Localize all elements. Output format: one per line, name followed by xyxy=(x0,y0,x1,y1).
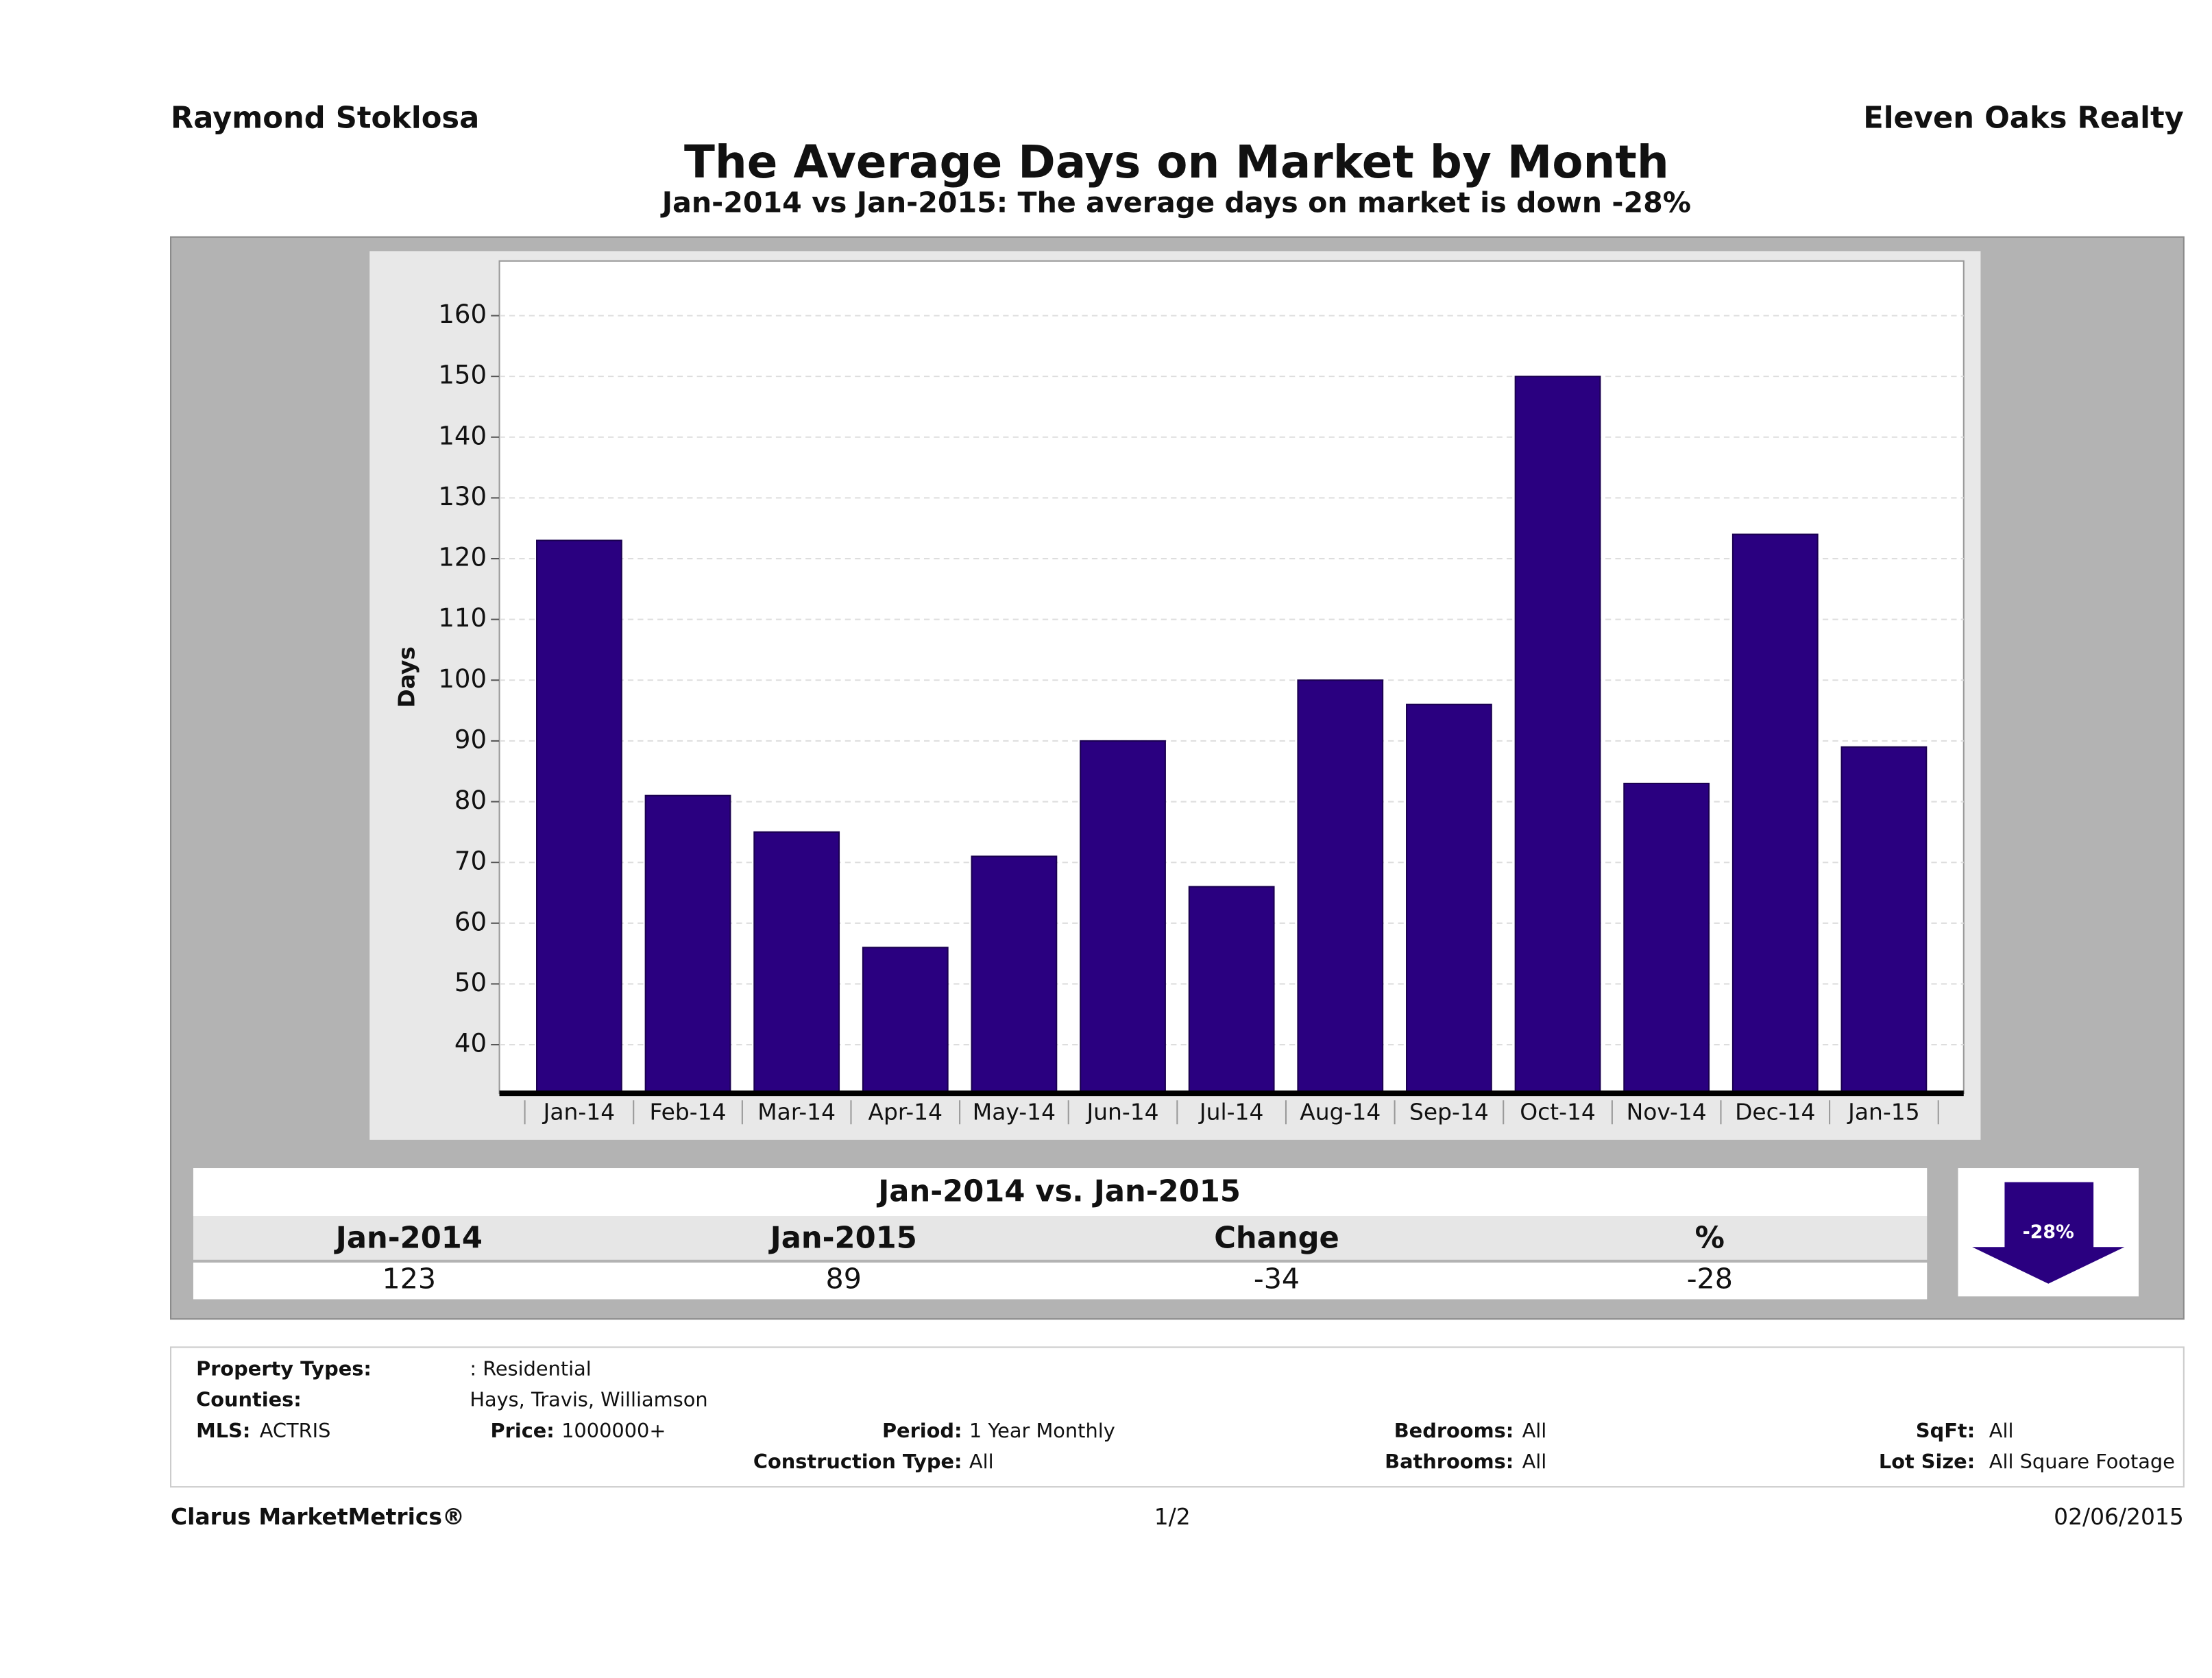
y-tick-label: 130 xyxy=(438,482,487,511)
y-tick-label: 120 xyxy=(438,543,487,572)
chart-subtitle: Jan-2014 vs Jan-2015: The average days o… xyxy=(660,186,1691,219)
summary-value-row xyxy=(193,1262,1928,1300)
bar xyxy=(1514,376,1601,1094)
filter-value: 1 Year Monthly xyxy=(969,1419,1115,1442)
bar xyxy=(1406,703,1492,1094)
footer-brand: Clarus MarketMetrics® xyxy=(171,1503,465,1530)
x-tick-label: May-14 xyxy=(973,1098,1056,1125)
x-tick-label: Feb-14 xyxy=(650,1098,727,1125)
x-tick-label: Sep-14 xyxy=(1409,1098,1489,1125)
filter-label: Period: xyxy=(882,1419,962,1442)
x-tick-label: Mar-14 xyxy=(757,1098,836,1125)
summary-header: Change xyxy=(1214,1221,1339,1255)
summary-header: Jan-2014 xyxy=(334,1221,483,1255)
bar xyxy=(644,794,731,1094)
agent-name: Raymond Stoklosa xyxy=(171,101,479,135)
filter-label: Bathrooms: xyxy=(1385,1450,1514,1473)
filters: Property Types: : Residential Counties: … xyxy=(196,1357,2175,1473)
filter-value: All xyxy=(1522,1450,1547,1473)
y-tick-label: 140 xyxy=(438,421,487,450)
x-tick-label: Jan-14 xyxy=(542,1098,615,1125)
summary-value: 123 xyxy=(382,1263,437,1296)
y-tick-label: 110 xyxy=(438,603,487,633)
x-tick-label: Dec-14 xyxy=(1735,1098,1815,1125)
y-tick-label: 40 xyxy=(454,1029,487,1058)
summary-header: % xyxy=(1695,1221,1725,1255)
x-tick-label: Oct-14 xyxy=(1520,1098,1596,1125)
x-tick-label: Jan-15 xyxy=(1847,1098,1919,1125)
x-tick-label: Aug-14 xyxy=(1300,1098,1381,1125)
summary-value: 89 xyxy=(826,1263,862,1296)
bar xyxy=(1840,746,1928,1094)
filter-value: All xyxy=(1989,1419,2014,1442)
filter-value: ACTRIS xyxy=(260,1419,331,1442)
x-tick-label: Jul-14 xyxy=(1198,1098,1263,1125)
y-tick-label: 70 xyxy=(454,847,487,876)
bar xyxy=(1080,740,1166,1094)
filter-label: Property Types: xyxy=(196,1357,372,1380)
summary-header: Jan-2015 xyxy=(768,1221,917,1255)
filter-label: Price: xyxy=(491,1419,555,1442)
bar xyxy=(1623,782,1710,1094)
x-tick-label: Nov-14 xyxy=(1627,1098,1707,1125)
y-tick-label: 50 xyxy=(454,968,487,997)
y-tick-label: 90 xyxy=(454,725,487,754)
summary-value: -28 xyxy=(1687,1263,1733,1296)
filter-label: Bedrooms: xyxy=(1394,1419,1514,1442)
filter-label: Lot Size: xyxy=(1879,1450,1975,1473)
filters-box xyxy=(170,1346,2185,1488)
summary-title: Jan-2014 vs. Jan-2015 xyxy=(876,1175,1241,1209)
y-tick-label: 80 xyxy=(454,786,487,815)
down-arrow xyxy=(1972,1182,2125,1284)
filter-value: All Square Footage xyxy=(1989,1450,2175,1473)
filter-value: 1000000+ xyxy=(561,1419,666,1442)
bar xyxy=(1188,886,1275,1094)
filter-label: SqFt: xyxy=(1916,1419,1975,1442)
summary-value: -34 xyxy=(1254,1263,1300,1296)
y-tick-label: 60 xyxy=(454,907,487,936)
page-number: 1/2 xyxy=(1154,1503,1191,1530)
filter-label: MLS: xyxy=(196,1419,250,1442)
filter-value: All xyxy=(1522,1419,1547,1442)
filter-label: Counties: xyxy=(196,1388,302,1411)
y-tick-label: 150 xyxy=(438,361,487,390)
bar xyxy=(862,947,949,1094)
y-tick-label: 160 xyxy=(438,300,487,329)
filter-label: Construction Type: xyxy=(753,1450,962,1473)
chart-title: The Average Days on Market by Month xyxy=(684,136,1669,189)
y-axis-label: Days xyxy=(393,646,420,708)
report-date: 02/06/2015 xyxy=(2054,1503,2184,1530)
bar xyxy=(1297,679,1384,1094)
filter-value: Hays, Travis, Williamson xyxy=(470,1388,707,1411)
filter-value: All xyxy=(969,1450,994,1473)
company-name: Eleven Oaks Realty xyxy=(1863,101,2184,135)
summary-table: Jan-2014 123 Jan-2015 89 Change -34% -28 xyxy=(334,1221,1733,1295)
filter-value: : Residential xyxy=(470,1357,591,1380)
bar xyxy=(536,539,622,1094)
summary-title-row xyxy=(193,1168,1928,1217)
bar xyxy=(971,855,1058,1094)
x-tick-label: Jun-14 xyxy=(1085,1098,1158,1125)
x-tick-label: Apr-14 xyxy=(868,1098,943,1125)
bar xyxy=(753,831,840,1094)
summary-header-row xyxy=(193,1216,1928,1260)
bar xyxy=(1731,533,1819,1094)
badge-label: -28% xyxy=(2023,1221,2074,1243)
plot: 40 50 60 70 80 90 100 110 120 130 140 150 160 Jan-14 F… xyxy=(438,300,1964,1125)
y-tick-label: 100 xyxy=(438,664,487,694)
